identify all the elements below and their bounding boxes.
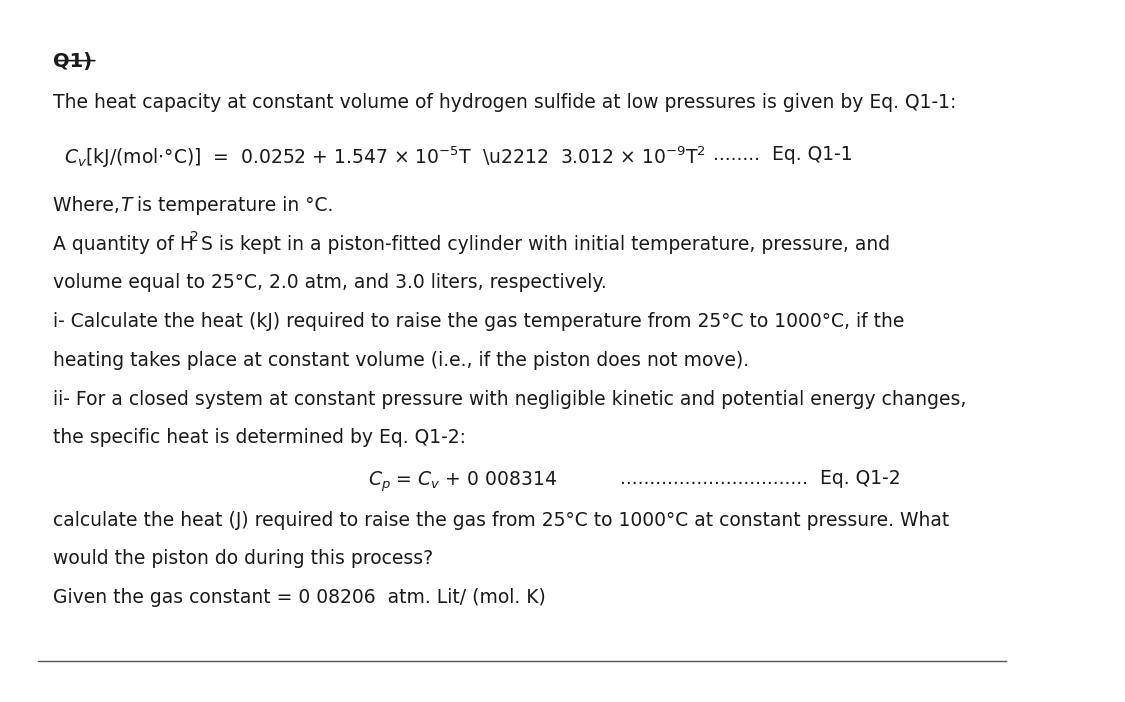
Text: ii- For a closed system at constant pressure with negligible kinetic and potenti: ii- For a closed system at constant pres… — [53, 390, 966, 409]
Text: ................................  Eq. Q1-2: ................................ Eq. Q1-… — [620, 470, 901, 489]
Text: $C_v$[kJ/(mol$\cdot$°C)]  =  0.0252 + 1.547 × 10$^{-5}$T  \u2212  3.012 × 10$^{-: $C_v$[kJ/(mol$\cdot$°C)] = 0.0252 + 1.54… — [64, 145, 705, 170]
Text: T: T — [120, 196, 132, 216]
Text: volume equal to 25°C, 2.0 atm, and 3.0 liters, respectively.: volume equal to 25°C, 2.0 atm, and 3.0 l… — [53, 273, 608, 292]
Text: the specific heat is determined by Eq. Q1-2:: the specific heat is determined by Eq. Q… — [53, 428, 466, 447]
Text: Given the gas constant = 0 08206  atm. Lit/ (mol. K): Given the gas constant = 0 08206 atm. Li… — [53, 588, 546, 607]
Text: is temperature in °C.: is temperature in °C. — [130, 196, 333, 216]
Text: S is kept in a piston-fitted cylinder with initial temperature, pressure, and: S is kept in a piston-fitted cylinder wi… — [200, 235, 890, 254]
Text: 2: 2 — [190, 230, 199, 244]
Text: A quantity of H: A quantity of H — [53, 235, 195, 254]
Text: i- Calculate the heat (kJ) required to raise the gas temperature from 25°C to 10: i- Calculate the heat (kJ) required to r… — [53, 312, 904, 331]
Text: heating takes place at constant volume (i.e., if the piston does not move).: heating takes place at constant volume (… — [53, 351, 749, 370]
Text: Q1): Q1) — [53, 52, 92, 71]
Text: would the piston do during this process?: would the piston do during this process? — [53, 549, 433, 568]
Text: Where,: Where, — [53, 196, 126, 216]
Text: The heat capacity at constant volume of hydrogen sulfide at low pressures is giv: The heat capacity at constant volume of … — [53, 93, 956, 112]
Text: $C_p$ = $C_v$ + 0 008314: $C_p$ = $C_v$ + 0 008314 — [368, 470, 557, 494]
Text: ........  Eq. Q1-1: ........ Eq. Q1-1 — [713, 145, 853, 164]
Text: calculate the heat (J) required to raise the gas from 25°C to 1000°C at constant: calculate the heat (J) required to raise… — [53, 510, 949, 529]
